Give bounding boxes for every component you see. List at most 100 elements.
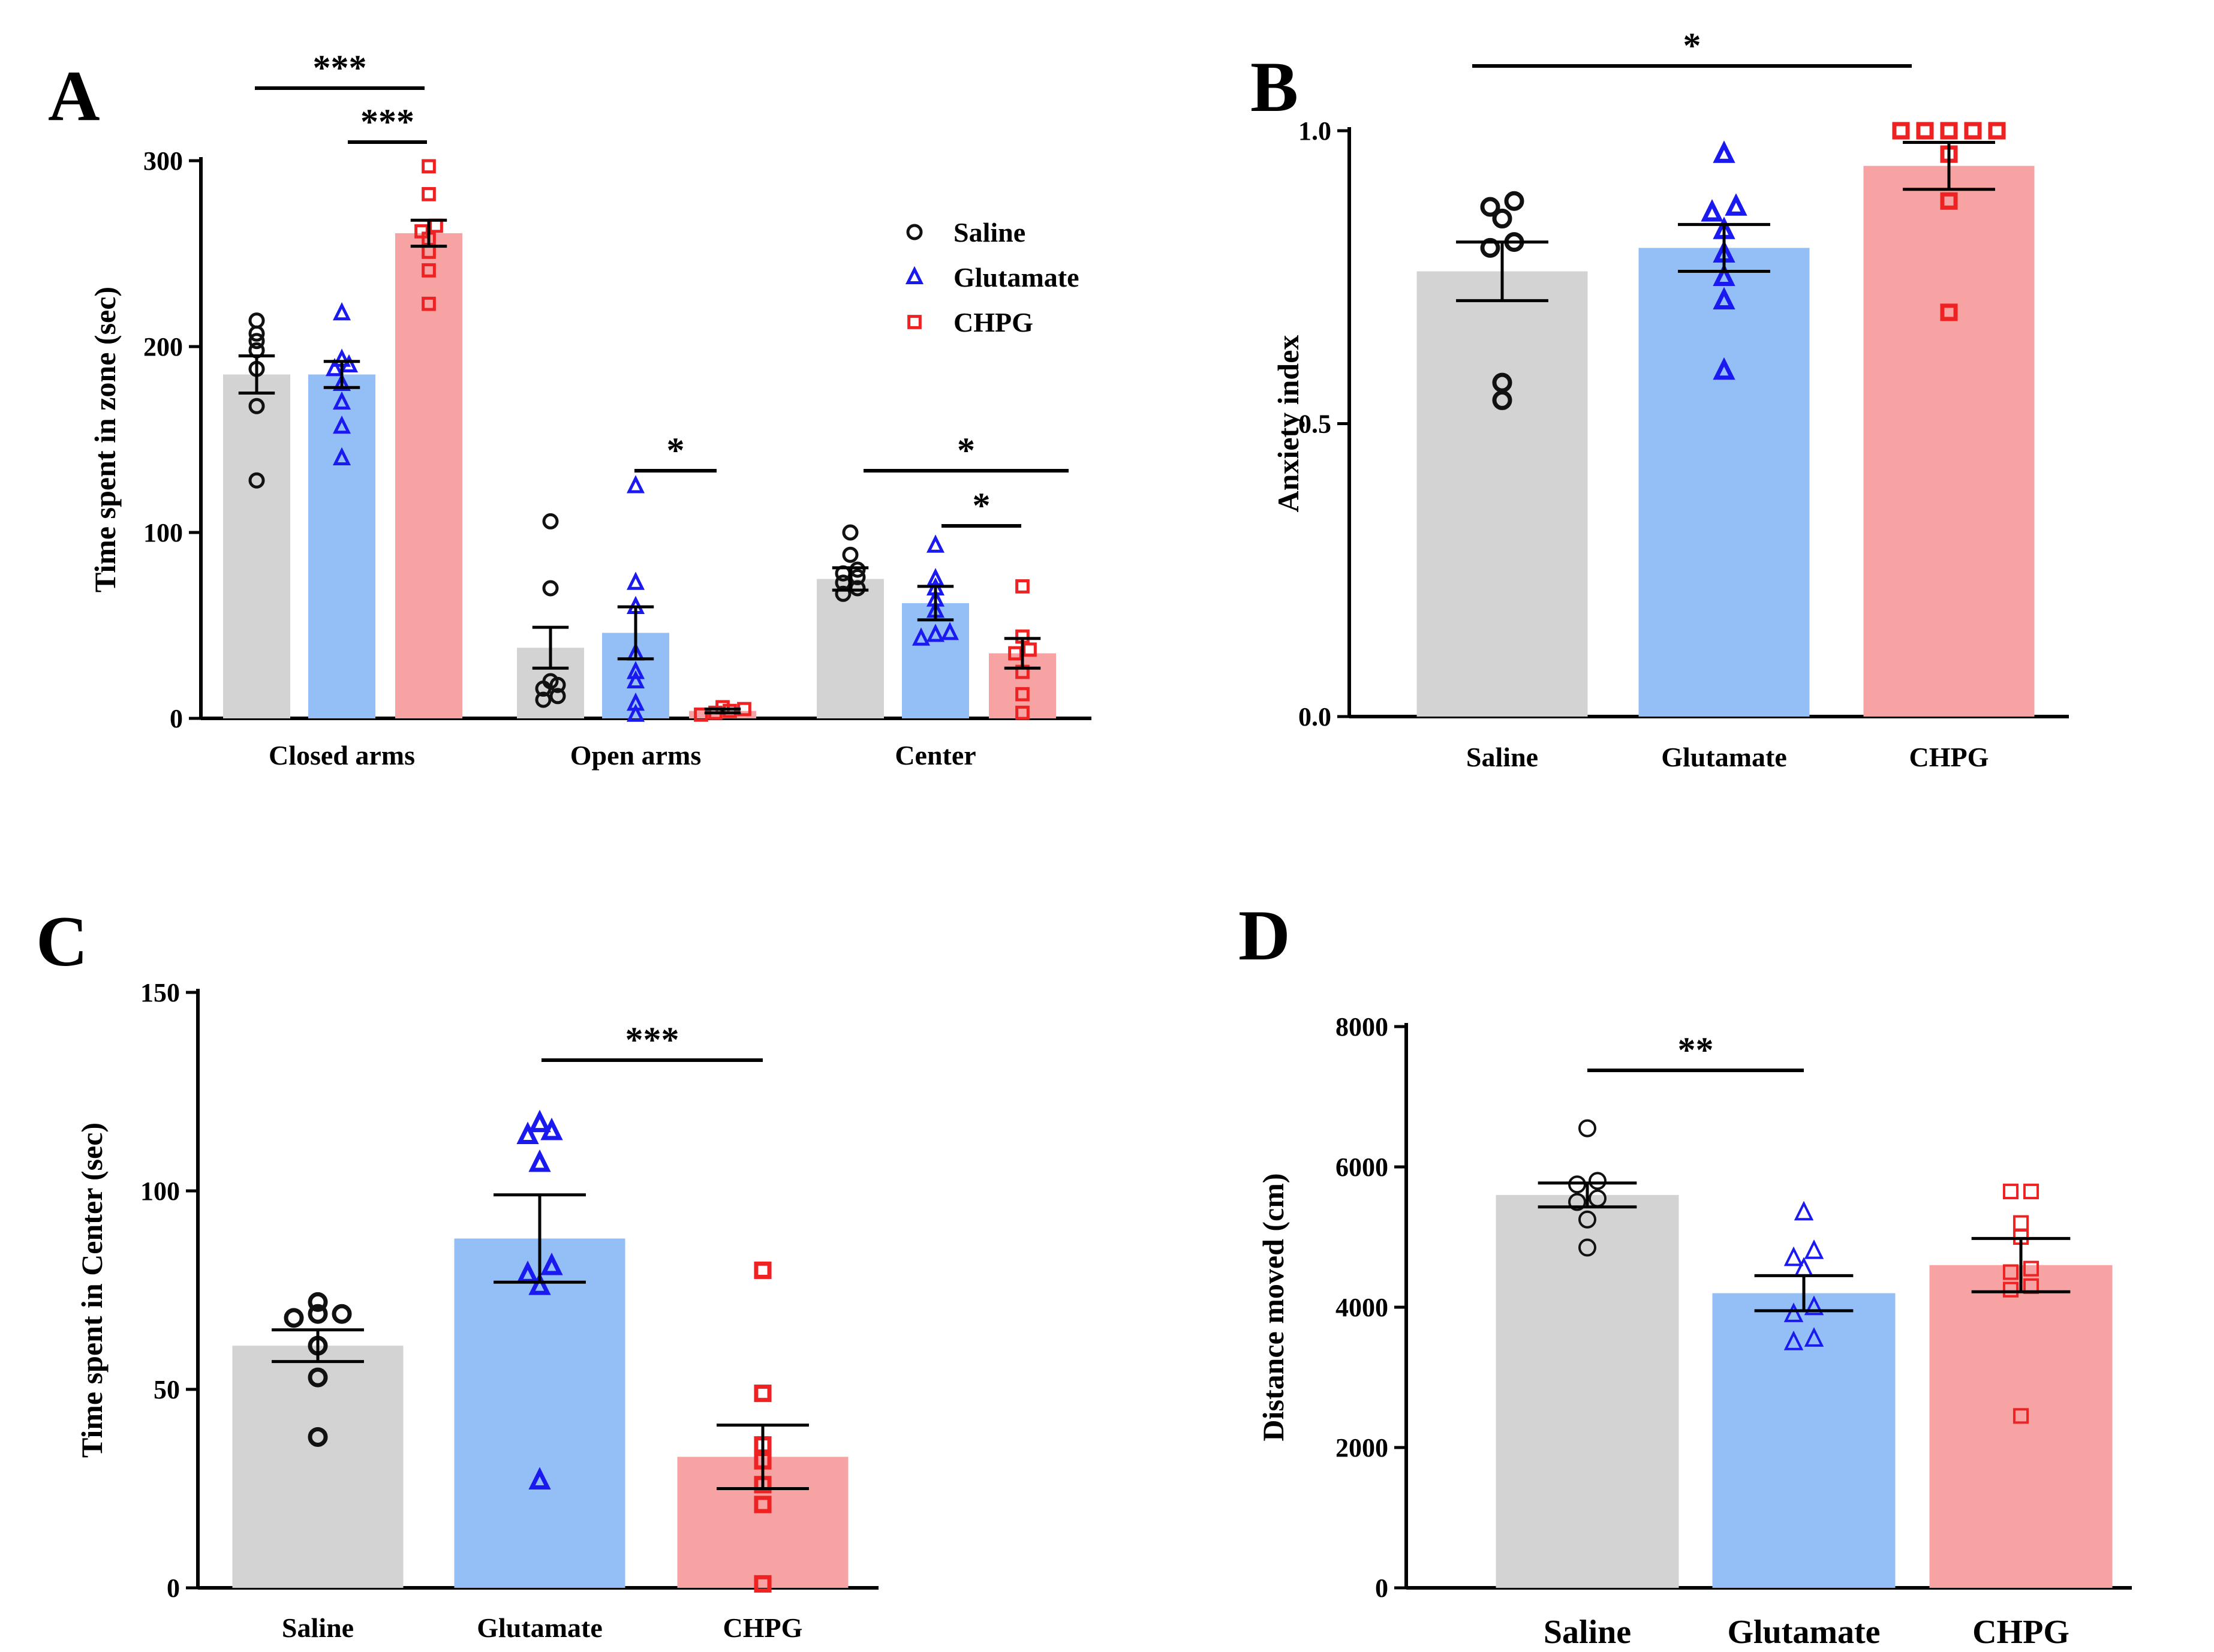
panel-a-point-chpg-3	[1008, 646, 1022, 661]
panel-c-y-axis-label: Time spent in Center (sec)	[75, 1123, 109, 1458]
panel-b-y-axis-label: Anxiety index	[1271, 335, 1305, 513]
panel-d-x-tick-label-0: Saline	[1544, 1614, 1631, 1651]
panel-a-point-glutamate-3	[626, 661, 645, 679]
panel-a-point-glutamate-3	[332, 372, 351, 391]
panel-b-point-chpg-6	[1964, 122, 1982, 140]
panel-b-point-glutamate-7	[1713, 140, 1735, 163]
panel-d-point-saline-6	[1578, 1119, 1596, 1138]
panel-c-point-glutamate-5	[516, 1121, 539, 1145]
panel-b-point-chpg-0	[1940, 303, 1958, 321]
panel-a-point-glutamate-6	[626, 571, 645, 590]
panel-d-point-chpg-0	[2013, 1408, 2029, 1424]
panel-b-sig-0-label: *	[1683, 26, 1701, 65]
panel-d-y-tick-label-1: 2000	[1335, 1433, 1388, 1463]
panel-b-chart: 0.0 0.5 1.0 Anxiety index Saline Glutamate CHP…	[1271, 26, 2069, 772]
panel-a-point-glutamate-0	[912, 627, 931, 646]
panel-c-point-saline-6	[308, 1292, 328, 1312]
panel-d-point-chpg-1	[2002, 1281, 2019, 1298]
panel-d-point-glutamate-2	[1783, 1302, 1804, 1322]
panel-d-point-chpg-8	[2023, 1183, 2039, 1200]
panel-c-x-tick-label-1: Glutamate	[477, 1612, 603, 1643]
panel-a-point-saline-6	[542, 513, 559, 529]
panel-b-point-saline-1	[1492, 372, 1512, 393]
panel-d-y-axis-label: Distance moved (cm)	[1256, 1173, 1290, 1441]
panel-d-point-glutamate-5	[1783, 1246, 1804, 1266]
panel-d-point-glutamate-7	[1794, 1200, 1814, 1221]
panel-d-chart: 0 2000 4000 6000 8000 Distance moved (cm) Sali…	[1256, 1012, 2132, 1651]
panel-a-sig-4-label: *	[973, 486, 991, 525]
panel-c-y-tick-label-3: 150	[140, 978, 180, 1007]
panel-a-point-glutamate-1	[332, 416, 351, 434]
panel-a-point-chpg-6	[1015, 579, 1030, 594]
panel-b-x-tick-label-1: Glutamate	[1661, 742, 1787, 772]
panel-b-point-glutamate-6	[1725, 193, 1747, 216]
panel-d-point-chpg-7	[2002, 1183, 2019, 1200]
panel-c-point-saline-5	[332, 1304, 352, 1324]
panel-c-point-chpg-6	[754, 1261, 772, 1279]
panel-c-y-tick-label-0: 0	[167, 1573, 180, 1603]
panel-a-bar-saline	[817, 579, 884, 718]
panel-a-legend-label-glutamate: Glutamate	[953, 262, 1079, 293]
panel-c-sig-0-label: ***	[625, 1020, 679, 1060]
panel-b-bar-saline	[1416, 271, 1588, 717]
panel-d-y-tick-label-0: 0	[1375, 1573, 1388, 1603]
panel-c-point-saline-3	[284, 1308, 304, 1328]
panel-a-bar-glutamate	[308, 374, 375, 718]
panel-c-point-glutamate-7	[528, 1109, 551, 1133]
panel-letter-b: B	[1250, 47, 1298, 127]
panel-b-y-tick-label-0: 0.0	[1298, 702, 1331, 732]
panel-c-chart: 0 50 100 150 Time spent in Center (sec) Salin…	[75, 978, 879, 1643]
panel-d-point-saline-1	[1578, 1210, 1596, 1229]
panel-d-bar-saline	[1496, 1194, 1679, 1588]
panel-a-point-saline-4	[248, 333, 265, 350]
panel-a-point-chpg-4	[1022, 642, 1037, 657]
panel-a-point-saline-0	[248, 472, 265, 489]
panel-c-bar-glutamate	[454, 1238, 625, 1588]
panel-d-y-tick-label-2: 4000	[1335, 1293, 1388, 1322]
panel-a-bar-chpg	[395, 233, 462, 718]
panel-c-point-glutamate-1	[528, 1272, 551, 1295]
panel-d-x-tick-label-2: CHPG	[1972, 1614, 2069, 1651]
panel-b-y-tick-label-1: 0.5	[1298, 410, 1331, 439]
panel-a-legend-marker-chpg	[907, 315, 922, 329]
panel-b-point-chpg-5	[1940, 122, 1958, 140]
panel-c-point-glutamate-3	[540, 1252, 563, 1275]
panel-letter-a: A	[48, 56, 100, 136]
panel-a-point-saline-4	[542, 673, 559, 690]
panel-a-bar-saline	[223, 374, 290, 718]
panel-c-point-glutamate-0	[528, 1467, 551, 1489]
panel-a-point-chpg-1	[422, 263, 436, 278]
panel-b-x-tick-label-0: Saline	[1466, 742, 1538, 772]
panel-a-point-saline-0	[835, 585, 852, 602]
panel-b-y-tick-label-2: 1.0	[1298, 116, 1331, 146]
panel-a-point-chpg-5	[429, 218, 443, 233]
panel-d-bar-glutamate	[1712, 1293, 1896, 1588]
panel-c-point-saline-4	[308, 1304, 328, 1324]
panel-a-point-chpg-0	[694, 707, 708, 722]
panel-d-bar-chpg	[1929, 1265, 2113, 1588]
panel-a-chart: 0 100 200 300 Time spent in zone (sec) Closed…	[88, 48, 1091, 771]
panel-b-bar-glutamate	[1638, 248, 1810, 717]
panel-b-point-glutamate-5	[1701, 198, 1723, 222]
panel-a-point-glutamate-0	[332, 447, 351, 465]
panel-c-x-tick-label-2: CHPG	[723, 1612, 803, 1643]
panel-b-point-saline-2	[1480, 237, 1500, 258]
panel-a-x-tick-label-1: Open arms	[570, 740, 702, 771]
panel-a-point-saline-6	[842, 546, 859, 563]
panel-a-point-glutamate-2	[332, 391, 351, 410]
panel-a-point-saline-5	[542, 580, 559, 597]
panel-d-point-glutamate-1	[1804, 1327, 1824, 1347]
panel-a-y-axis-label: Time spent in zone (sec)	[88, 287, 122, 592]
panel-a-point-glutamate-2	[940, 622, 959, 640]
panel-d-point-glutamate-6	[1804, 1239, 1824, 1259]
panel-b-point-saline-5	[1480, 197, 1500, 217]
panel-b-bar-chpg	[1863, 165, 2035, 717]
panel-b-point-saline-4	[1492, 209, 1512, 229]
panel-a-legend-marker-saline	[906, 224, 923, 240]
panel-a-point-chpg-4	[414, 224, 429, 239]
panel-a-point-glutamate-1	[926, 624, 945, 642]
panel-a-point-chpg-1	[1015, 687, 1030, 702]
panel-a-legend-marker-glutamate	[905, 266, 924, 284]
panel-d-point-glutamate-4	[1794, 1257, 1814, 1277]
